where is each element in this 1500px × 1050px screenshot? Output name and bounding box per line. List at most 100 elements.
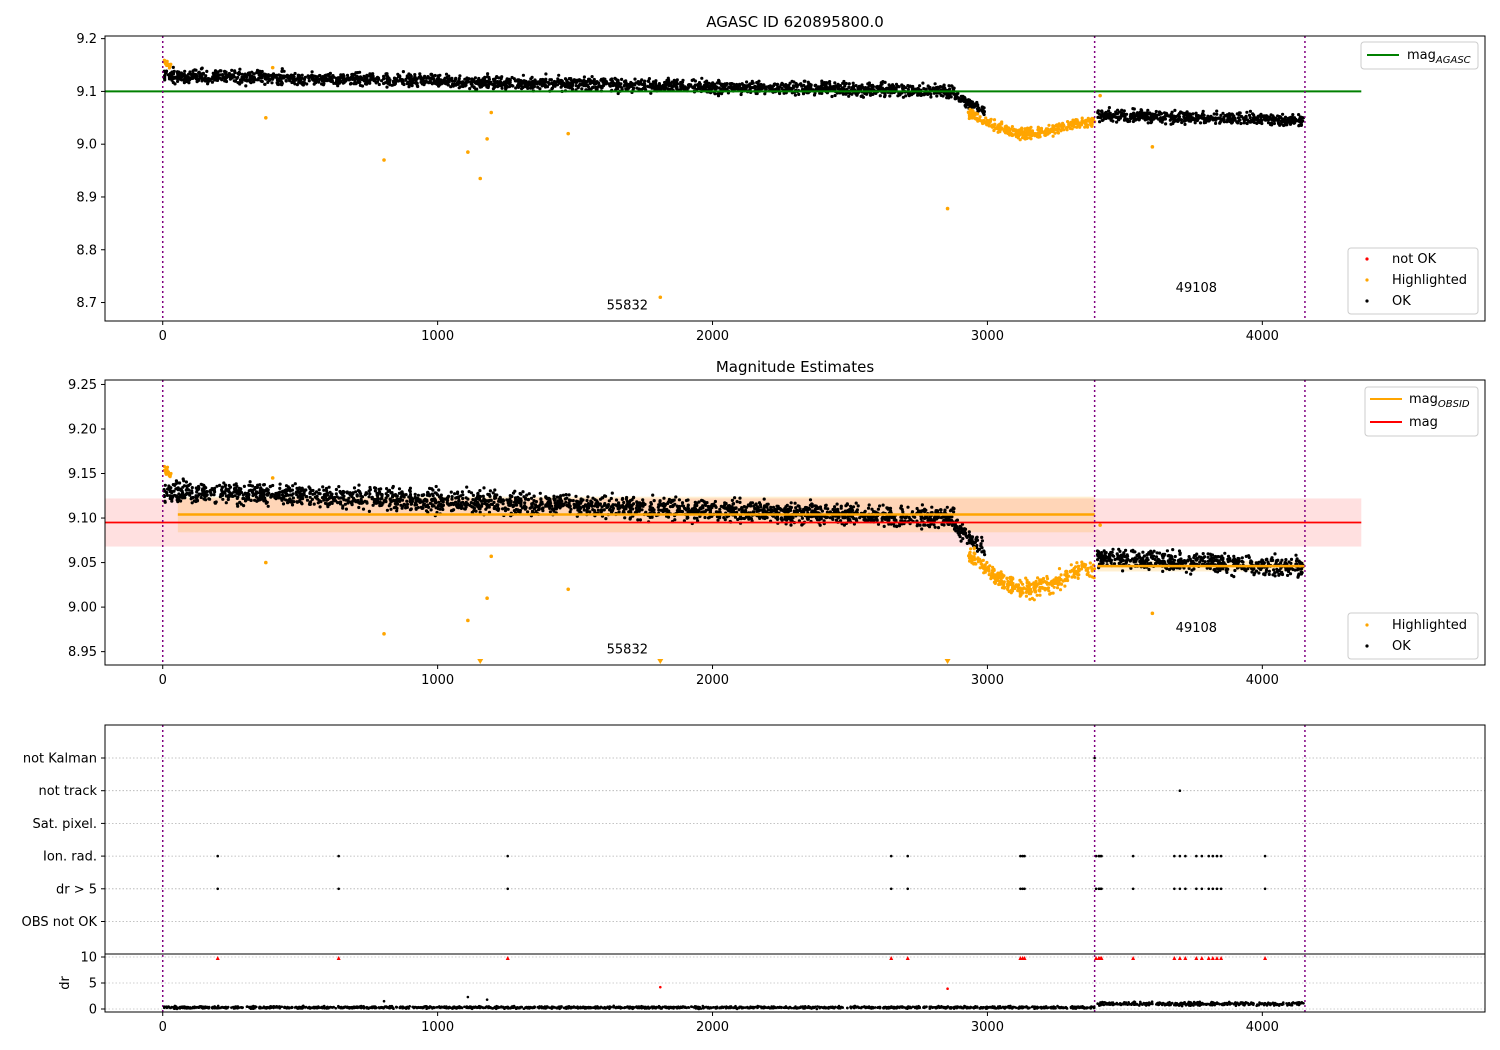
data-point [670,86,674,90]
data-point [566,131,571,136]
panel1-title: AGASC ID 620895800.0 [706,13,884,31]
data-point [949,95,953,99]
obsid-annotation: 49108 [1176,281,1217,296]
data-point [1090,118,1094,123]
data-point [395,78,399,82]
data-point [691,507,696,511]
data-point [906,87,911,91]
data-point [752,504,756,508]
data-point [1169,112,1173,116]
data-point [1152,116,1156,120]
data-point [842,523,847,527]
data-point [1204,116,1209,121]
data-point [262,483,266,487]
data-point [449,78,453,82]
data-point [654,79,658,83]
data-point [518,81,522,85]
data-point [955,92,959,96]
data-point [652,499,656,503]
data-point [559,85,563,89]
data-point [775,515,780,519]
data-point [478,489,482,493]
data-point [459,494,463,498]
data-point [426,75,430,79]
data-point [433,80,437,84]
data-point [778,85,782,89]
data-point [574,494,578,498]
data-point [1277,122,1281,126]
data-point [275,77,280,81]
data-point [1050,128,1055,132]
data-point [920,527,924,531]
data-point [486,503,490,507]
data-point [1076,123,1080,127]
data-point [179,71,183,75]
data-point [454,496,458,500]
data-point [762,497,766,501]
data-point [295,83,299,87]
data-point [164,70,168,74]
data-point [355,493,359,497]
data-point [852,516,856,521]
data-point [673,518,677,522]
data-point [213,74,217,78]
data-point [306,74,310,78]
data-point [623,516,627,520]
data-point [854,501,858,505]
data-point [911,84,915,89]
data-point [586,85,591,89]
data-point [317,488,321,492]
data-point [1236,116,1241,120]
data-point [667,78,671,82]
data-point [450,82,455,86]
data-point [472,86,476,90]
data-point [700,76,704,80]
data-point [550,81,554,85]
data-point [1193,118,1197,122]
data-point [497,497,501,501]
x-tick-label: 1000 [421,329,454,344]
data-point [789,501,793,505]
data-point [385,72,389,76]
data-point [1283,123,1287,127]
data-point [356,71,360,75]
series-highlighted [162,58,1155,300]
data-point [1214,121,1218,125]
data-point [691,86,695,90]
data-point [228,75,232,79]
data-point [387,504,391,508]
data-point [801,92,806,96]
data-point [825,81,829,85]
data-point [348,82,353,86]
data-point [407,83,411,87]
data-point [466,77,470,81]
data-point [386,81,391,85]
legend-label: OK [1392,294,1411,309]
data-point [1006,126,1011,130]
data-point [858,516,862,520]
data-point [514,86,518,90]
data-point [278,73,283,78]
data-point [833,85,837,89]
data-point [399,495,403,499]
data-point [214,500,218,504]
data-point [436,74,440,78]
data-point [616,80,620,84]
data-point [835,502,839,506]
y-tick-label: 9.10 [68,512,97,527]
data-point [1198,121,1203,125]
data-point [212,493,216,497]
obsid-annotation: 55832 [607,298,648,313]
data-point [292,500,296,504]
data-point [1146,121,1150,125]
data-point [171,80,175,85]
data-point [1158,117,1163,121]
data-point [1195,114,1199,118]
data-point [1000,120,1004,124]
data-point [613,76,617,80]
data-point [562,503,566,507]
data-point [895,524,899,528]
data-point [1037,131,1041,135]
data-point [1180,120,1184,125]
data-point [240,72,244,76]
